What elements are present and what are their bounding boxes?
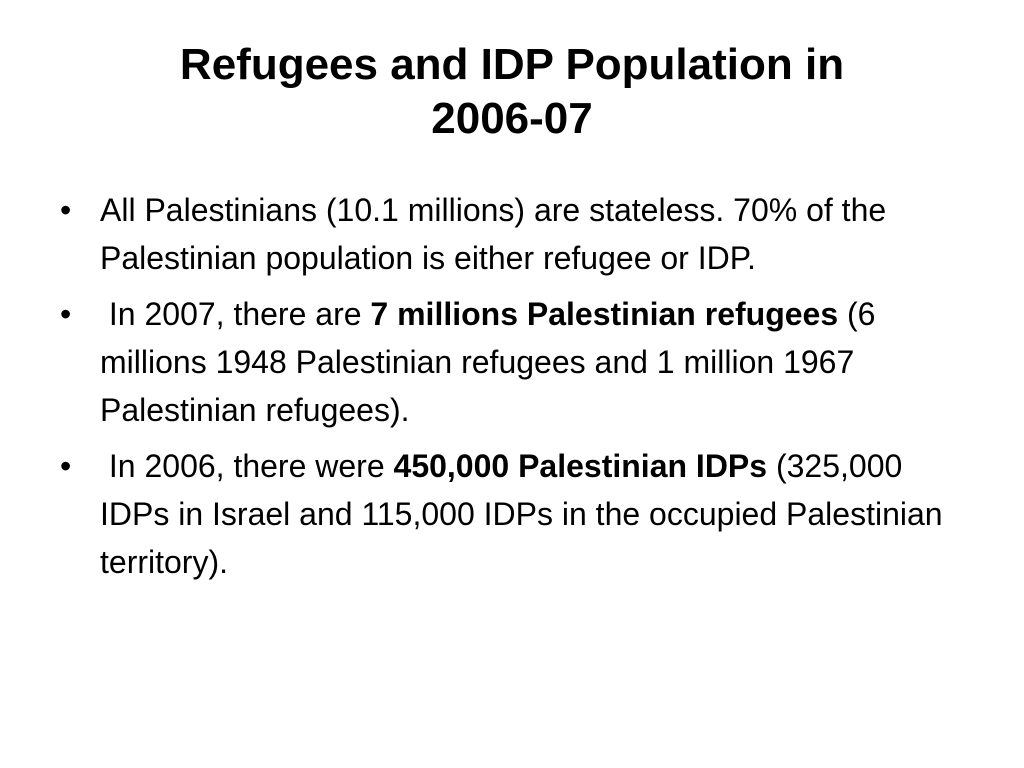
bullet-text-post: (325,000 IDPs in Israel and 115,000 IDPs… — [100, 448, 943, 580]
bullet-list: • All Palestinians (10.1 millions) are s… — [60, 186, 960, 594]
bullet-text-pre: In 2006, there were — [100, 448, 394, 484]
slide-title-line-2: 2006-07 — [431, 94, 593, 143]
bullet-icon: • — [60, 448, 72, 484]
bullet-text: All Palestinians (10.1 millions) are sta… — [100, 192, 887, 276]
bullet-text-pre: In 2007, there are — [100, 296, 371, 332]
bullet-item-refugees: • In 2007, there are 7 millions Palestin… — [60, 290, 960, 434]
bullet-icon: • — [60, 296, 72, 332]
bullet-item-stateless: • All Palestinians (10.1 millions) are s… — [60, 186, 960, 282]
bullet-icon: • — [60, 192, 72, 228]
bullet-item-idps: • In 2006, there were 450,000 Palestinia… — [60, 442, 960, 586]
slide-title: Refugees and IDP Population in 2006-07 — [0, 38, 1024, 146]
bullet-text-post: (6 millions 1948 Palestinian refugees an… — [100, 296, 876, 428]
slide-title-line-1: Refugees and IDP Population in — [179, 40, 845, 89]
bullet-text-bold: 450,000 Palestinian IDPs — [393, 448, 768, 484]
bullet-text-bold: 7 millions Palestinian refugees — [370, 296, 839, 332]
